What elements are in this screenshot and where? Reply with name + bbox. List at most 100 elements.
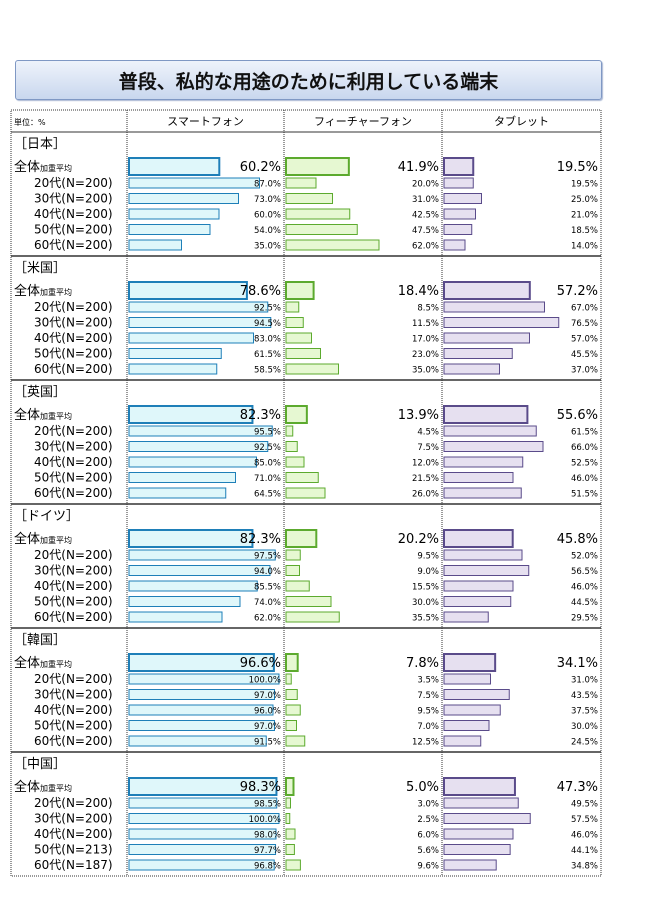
bar-tablet xyxy=(443,425,537,437)
value-label-tablet: 37.0% xyxy=(571,366,598,376)
bar-smartphone xyxy=(128,193,239,204)
value-label-overall-smartphone: 82.3% xyxy=(240,532,281,547)
bar-smartphone xyxy=(128,704,274,716)
value-label-smartphone: 95.5% xyxy=(254,428,281,438)
value-label-featurephone: 20.0% xyxy=(412,180,439,190)
bar-featurephone xyxy=(285,363,339,375)
value-label-featurephone: 9.5% xyxy=(417,707,439,717)
value-label-featurephone: 3.5% xyxy=(417,676,439,686)
value-label-featurephone: 11.5% xyxy=(412,319,439,329)
value-label-smartphone: 91.5% xyxy=(254,738,281,748)
value-label-tablet: 43.5% xyxy=(571,691,598,701)
value-label-tablet: 67.0% xyxy=(571,304,598,314)
value-label-featurephone: 62.0% xyxy=(412,242,439,252)
bar-featurephone xyxy=(285,689,298,700)
overall-label: 全体加重平均 xyxy=(14,779,72,795)
value-label-smartphone: 97.7% xyxy=(254,846,281,856)
value-label-overall-featurephone: 20.2% xyxy=(398,532,439,547)
age-label: 40代(N=200) xyxy=(34,455,113,469)
bar-smartphone xyxy=(128,689,275,700)
bar-featurephone xyxy=(285,673,292,685)
bar-smartphone xyxy=(128,580,258,592)
value-label-featurephone: 15.5% xyxy=(412,583,439,593)
value-label-smartphone: 97.0% xyxy=(254,691,281,701)
age-label: 30代(N=200) xyxy=(34,688,113,702)
value-label-tablet: 37.5% xyxy=(571,707,598,717)
value-label-overall-tablet: 19.5% xyxy=(557,160,598,175)
bar-overall-smartphone xyxy=(128,529,254,548)
bar-tablet xyxy=(443,363,500,375)
bar-smartphone xyxy=(128,425,273,437)
value-label-smartphone: 100.0% xyxy=(249,676,281,686)
overall-sublabel: 加重平均 xyxy=(40,535,72,545)
value-label-smartphone: 64.5% xyxy=(254,490,281,500)
value-label-featurephone: 2.5% xyxy=(417,815,439,825)
value-label-smartphone: 96.0% xyxy=(254,707,281,717)
value-label-featurephone: 4.5% xyxy=(417,428,439,438)
value-label-featurephone: 9.5% xyxy=(417,552,439,562)
value-label-smartphone: 85.5% xyxy=(254,583,281,593)
value-label-overall-featurephone: 7.8% xyxy=(406,656,439,671)
bar-tablet xyxy=(443,596,512,607)
bar-tablet xyxy=(443,224,473,235)
value-label-smartphone: 71.0% xyxy=(254,474,281,484)
age-label: 20代(N=200) xyxy=(34,300,113,314)
age-label: 20代(N=200) xyxy=(34,424,113,438)
age-label: 60代(N=200) xyxy=(34,238,113,252)
value-label-tablet: 46.0% xyxy=(571,583,598,593)
bar-tablet xyxy=(443,193,482,204)
age-label: 20代(N=200) xyxy=(34,548,113,562)
value-label-overall-smartphone: 78.6% xyxy=(240,284,281,299)
value-label-smartphone: 58.5% xyxy=(254,366,281,376)
bar-smartphone xyxy=(128,549,276,561)
column-header-tablet: タブレット xyxy=(494,114,549,128)
value-label-tablet: 34.8% xyxy=(571,862,598,872)
value-label-featurephone: 17.0% xyxy=(412,335,439,345)
age-label: 20代(N=200) xyxy=(34,176,113,190)
bar-smartphone xyxy=(128,301,269,313)
bar-tablet xyxy=(443,673,491,685)
value-label-smartphone: 100.0% xyxy=(249,815,281,825)
value-label-smartphone: 98.5% xyxy=(254,800,281,810)
bar-tablet xyxy=(443,720,490,731)
country-label: ［ドイツ］ xyxy=(14,509,79,524)
value-label-smartphone: 92.5% xyxy=(254,443,281,453)
bar-tablet xyxy=(443,549,523,561)
value-label-featurephone: 8.5% xyxy=(417,304,439,314)
bar-smartphone xyxy=(128,332,254,344)
value-label-tablet: 52.5% xyxy=(571,459,598,469)
value-label-smartphone: 94.0% xyxy=(254,567,281,577)
bar-tablet xyxy=(443,828,514,840)
value-label-tablet: 52.0% xyxy=(571,552,598,562)
value-label-smartphone: 35.0% xyxy=(254,242,281,252)
value-label-tablet: 46.0% xyxy=(571,474,598,484)
value-label-overall-tablet: 34.1% xyxy=(557,656,598,671)
age-label: 30代(N=200) xyxy=(34,440,113,454)
value-label-featurephone: 26.0% xyxy=(412,490,439,500)
value-label-featurephone: 42.5% xyxy=(412,211,439,221)
age-label: 50代(N=200) xyxy=(34,719,113,733)
bar-featurephone xyxy=(285,565,300,576)
age-label: 50代(N=200) xyxy=(34,595,113,609)
bar-smartphone xyxy=(128,239,182,251)
overall-label: 全体加重平均 xyxy=(14,159,72,175)
value-label-featurephone: 3.0% xyxy=(417,800,439,810)
value-label-featurephone: 7.5% xyxy=(417,443,439,453)
age-label: 30代(N=200) xyxy=(34,812,113,826)
bar-overall-tablet xyxy=(443,653,497,672)
bar-smartphone xyxy=(128,348,222,359)
bar-featurephone xyxy=(285,177,317,189)
bar-overall-tablet xyxy=(443,405,529,424)
age-label: 60代(N=200) xyxy=(34,362,113,376)
value-label-tablet: 25.0% xyxy=(571,195,598,205)
bar-smartphone xyxy=(128,813,280,824)
bar-overall-tablet xyxy=(443,281,531,300)
bar-tablet xyxy=(443,844,511,855)
overall-sublabel: 加重平均 xyxy=(40,783,72,793)
overall-label: 全体加重平均 xyxy=(14,531,72,547)
bar-smartphone xyxy=(128,317,272,328)
value-label-tablet: 24.5% xyxy=(571,738,598,748)
bar-overall-smartphone xyxy=(128,281,248,300)
bar-featurephone xyxy=(285,735,306,747)
value-label-overall-smartphone: 96.6% xyxy=(240,656,281,671)
